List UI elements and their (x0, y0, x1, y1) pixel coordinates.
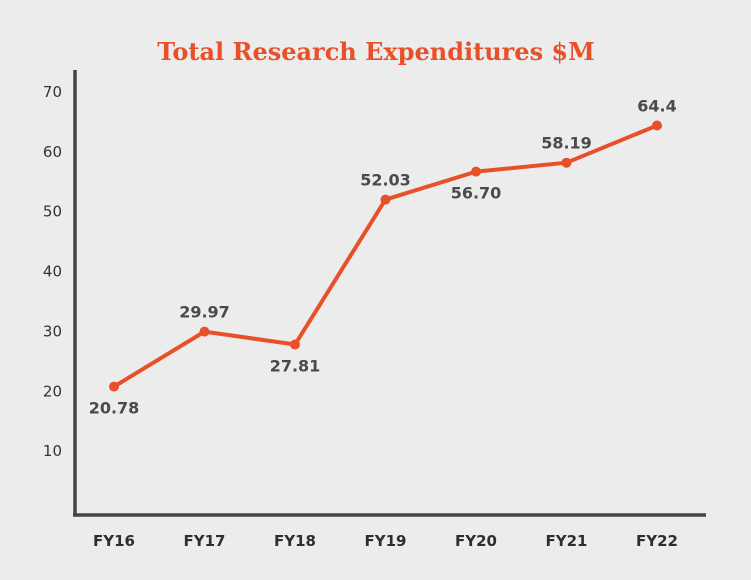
x-tick-labels: FY16 FY17 FY18 FY19 FY20 FY21 FY22 (93, 532, 678, 550)
y-tick-label: 10 (43, 442, 62, 460)
data-label: 27.81 (270, 357, 321, 376)
x-tick-label: FY19 (365, 532, 407, 550)
x-tick-label: FY21 (546, 532, 588, 550)
y-tick-label: 50 (43, 203, 62, 221)
y-tick-label: 60 (43, 143, 62, 161)
data-point (199, 326, 210, 337)
data-label: 20.78 (89, 399, 140, 418)
data-point (290, 339, 300, 350)
data-label: 29.97 (179, 303, 230, 322)
data-points (109, 120, 662, 392)
y-tick-label: 40 (43, 263, 62, 281)
chart-title: Total Research Expenditures $M (157, 37, 594, 66)
x-tick-label: FY18 (274, 532, 316, 550)
x-tick-label: FY22 (636, 532, 678, 550)
data-label: 52.03 (360, 171, 411, 190)
data-label: 58.19 (541, 134, 592, 153)
data-label: 64.4 (637, 97, 676, 116)
data-label: 56.70 (451, 184, 502, 203)
y-tick-label: 70 (43, 83, 62, 101)
y-tick-label: 30 (43, 322, 62, 340)
x-tick-label: FY16 (93, 532, 135, 550)
y-tick-labels: 10 20 30 40 50 60 70 (43, 83, 62, 460)
y-tick-label: 20 (43, 382, 62, 400)
x-tick-label: FY17 (184, 532, 226, 550)
data-point (471, 166, 481, 177)
series-line (112, 123, 659, 389)
x-tick-label: FY20 (455, 532, 497, 550)
data-point (380, 194, 391, 205)
data-point (109, 381, 119, 392)
data-point (561, 157, 572, 168)
data-point (652, 120, 662, 131)
data-labels: 20.78 29.97 27.81 52.03 56.70 58.19 64.4 (89, 97, 677, 418)
